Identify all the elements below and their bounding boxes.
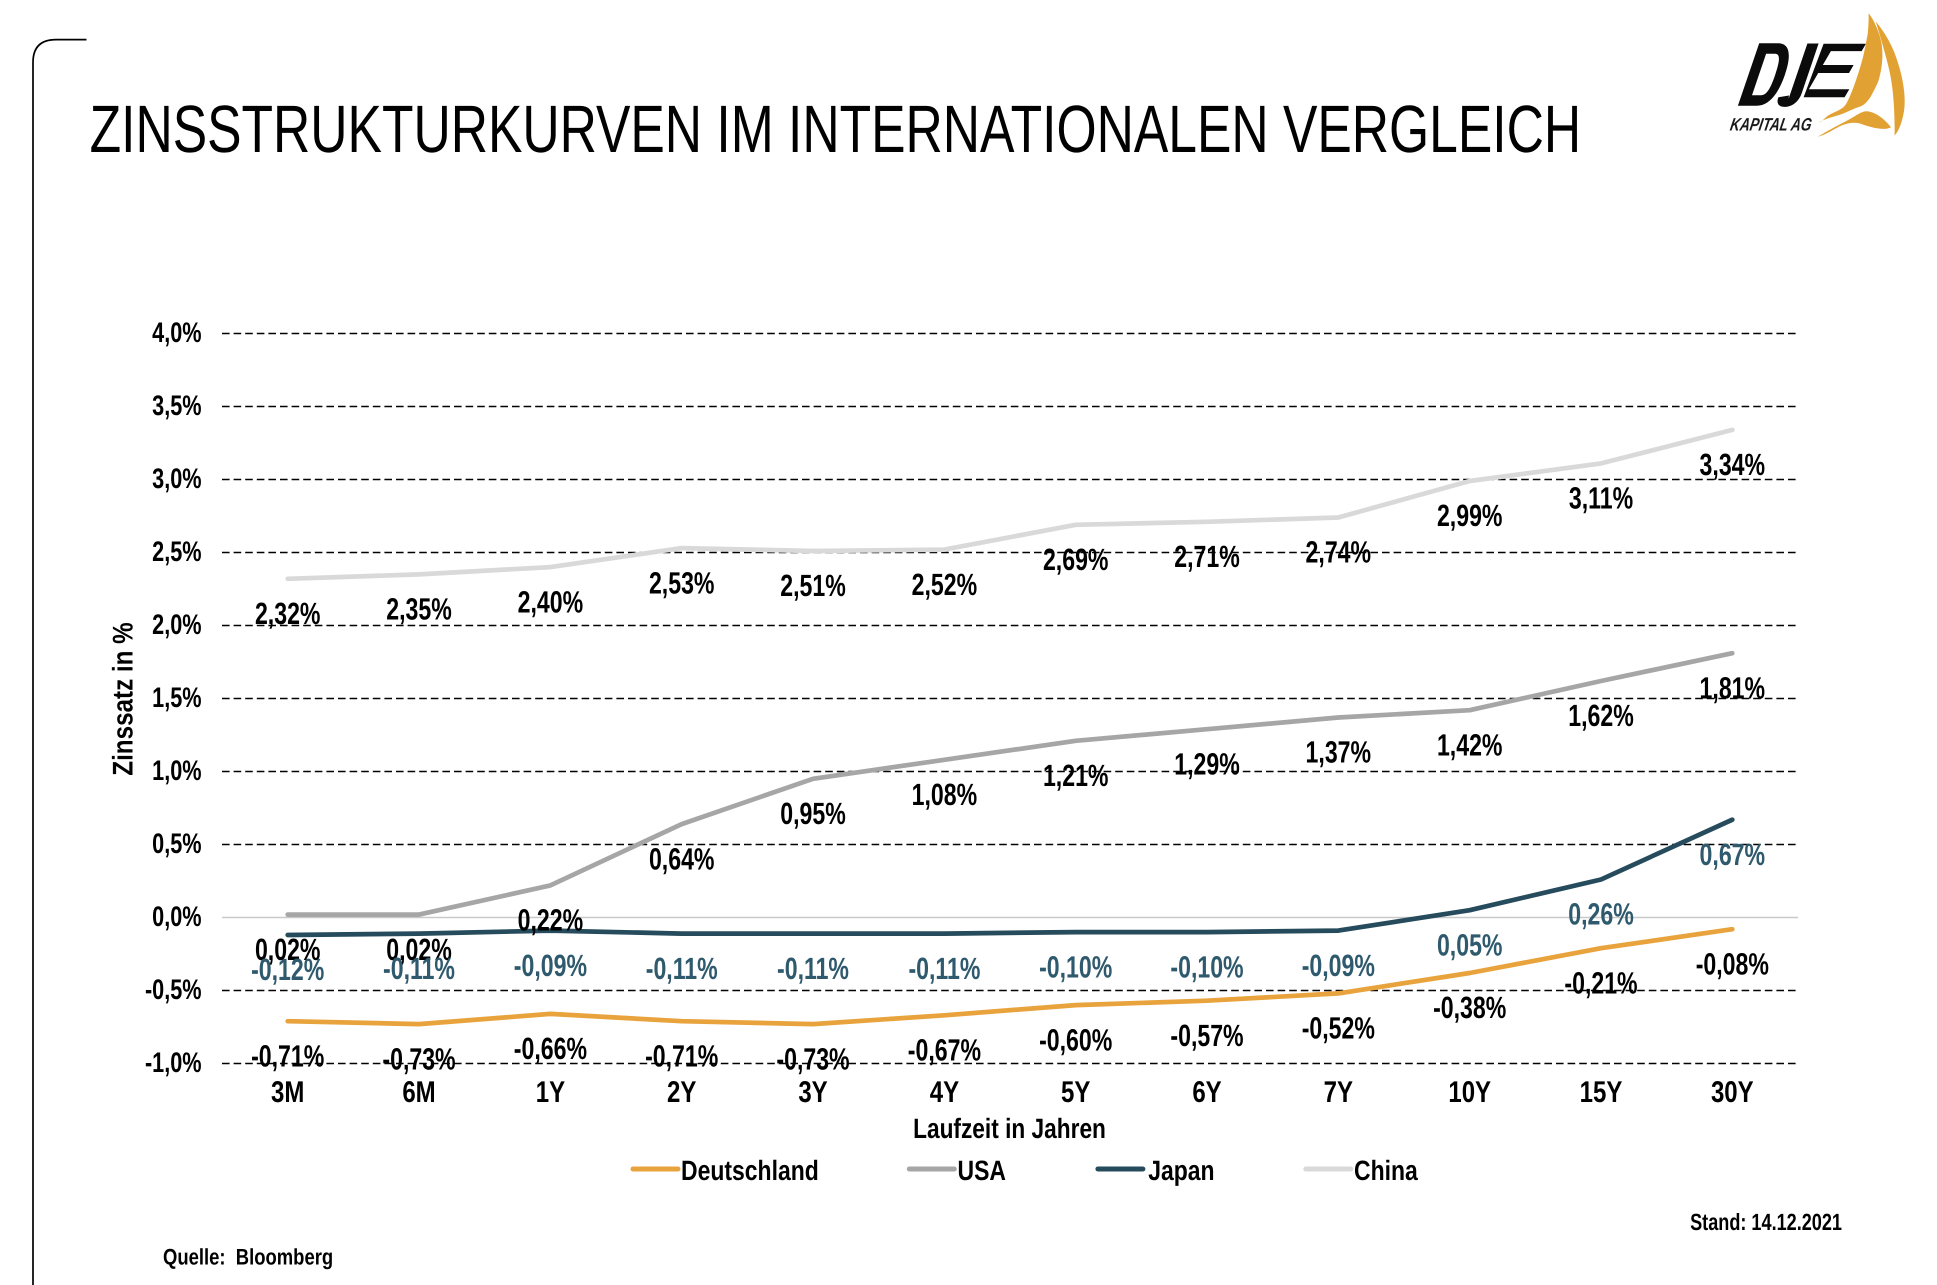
- svg-text:1,62%: 1,62%: [1568, 698, 1633, 733]
- svg-text:Laufzeit in Jahren: Laufzeit in Jahren: [913, 1113, 1106, 1144]
- svg-text:Quelle: Bloomberg: Quelle: Bloomberg: [163, 1245, 333, 1270]
- svg-text:-0,60%: -0,60%: [1039, 1022, 1112, 1057]
- svg-text:-0,71%: -0,71%: [251, 1038, 324, 1073]
- svg-text:3,0%: 3,0%: [152, 462, 201, 494]
- svg-text:-0,71%: -0,71%: [645, 1038, 718, 1073]
- svg-text:-0,57%: -0,57%: [1170, 1018, 1243, 1053]
- svg-text:USA: USA: [958, 1155, 1006, 1186]
- svg-text:0,05%: 0,05%: [1437, 927, 1502, 962]
- svg-text:6M: 6M: [402, 1076, 435, 1109]
- svg-text:Stand: 14.12.2021: Stand: 14.12.2021: [1690, 1209, 1842, 1235]
- svg-text:1,81%: 1,81%: [1700, 670, 1765, 705]
- svg-text:3,11%: 3,11%: [1569, 481, 1633, 516]
- svg-text:3,34%: 3,34%: [1700, 447, 1765, 482]
- svg-text:-0,21%: -0,21%: [1564, 965, 1637, 1000]
- svg-text:0,64%: 0,64%: [649, 841, 714, 876]
- svg-text:7Y: 7Y: [1324, 1076, 1353, 1109]
- svg-text:2,52%: 2,52%: [912, 567, 977, 602]
- svg-text:0,67%: 0,67%: [1700, 837, 1765, 872]
- svg-text:4Y: 4Y: [930, 1076, 959, 1109]
- svg-text:-0,11%: -0,11%: [646, 951, 718, 986]
- svg-text:-0,10%: -0,10%: [1039, 949, 1112, 984]
- svg-text:-0,73%: -0,73%: [382, 1041, 455, 1076]
- svg-text:-0,73%: -0,73%: [776, 1041, 849, 1076]
- svg-text:0,5%: 0,5%: [152, 827, 201, 859]
- svg-text:2,40%: 2,40%: [518, 584, 583, 619]
- svg-text:2,35%: 2,35%: [386, 592, 451, 627]
- svg-text:-0,12%: -0,12%: [251, 952, 324, 987]
- svg-text:2,99%: 2,99%: [1437, 498, 1502, 533]
- svg-text:1,0%: 1,0%: [152, 754, 201, 786]
- svg-text:-0,38%: -0,38%: [1433, 990, 1506, 1025]
- svg-text:3,5%: 3,5%: [152, 389, 201, 421]
- svg-text:2,71%: 2,71%: [1174, 539, 1239, 574]
- svg-text:1,21%: 1,21%: [1043, 758, 1108, 793]
- svg-text:1,08%: 1,08%: [912, 777, 977, 812]
- svg-text:-0,09%: -0,09%: [514, 948, 587, 983]
- svg-text:KAPITAL AG: KAPITAL AG: [1729, 115, 1814, 135]
- svg-text:-0,09%: -0,09%: [1302, 948, 1375, 983]
- svg-text:-1,0%: -1,0%: [145, 1046, 202, 1078]
- svg-text:0,26%: 0,26%: [1568, 897, 1633, 932]
- svg-text:-0,52%: -0,52%: [1302, 1011, 1375, 1046]
- svg-text:1,42%: 1,42%: [1437, 727, 1502, 762]
- svg-text:Deutschland: Deutschland: [681, 1155, 819, 1186]
- svg-text:-0,08%: -0,08%: [1696, 946, 1769, 981]
- svg-text:2,53%: 2,53%: [649, 565, 714, 600]
- svg-text:30Y: 30Y: [1711, 1076, 1754, 1109]
- svg-text:6Y: 6Y: [1192, 1076, 1221, 1109]
- svg-text:1,29%: 1,29%: [1174, 746, 1239, 781]
- svg-text:1,5%: 1,5%: [152, 681, 201, 713]
- svg-text:ZINSSTRUKTURKURVEN IM INTERNAT: ZINSSTRUKTURKURVEN IM INTERNATIONALEN VE…: [90, 92, 1582, 167]
- svg-text:2,32%: 2,32%: [255, 596, 320, 631]
- svg-text:-0,67%: -0,67%: [908, 1033, 981, 1068]
- svg-text:3M: 3M: [271, 1076, 304, 1109]
- svg-text:0,02%: 0,02%: [386, 932, 451, 967]
- svg-text:-0,11%: -0,11%: [908, 951, 980, 986]
- svg-text:-0,11%: -0,11%: [777, 951, 849, 986]
- svg-text:2Y: 2Y: [667, 1076, 696, 1109]
- svg-text:2,74%: 2,74%: [1306, 535, 1371, 570]
- svg-text:15Y: 15Y: [1580, 1076, 1623, 1109]
- svg-text:2,69%: 2,69%: [1043, 542, 1108, 577]
- svg-text:0,95%: 0,95%: [780, 796, 845, 831]
- svg-text:1Y: 1Y: [536, 1076, 565, 1109]
- svg-text:Japan: Japan: [1148, 1155, 1214, 1186]
- svg-text:3Y: 3Y: [798, 1076, 827, 1109]
- svg-text:4,0%: 4,0%: [152, 316, 201, 348]
- svg-text:0,22%: 0,22%: [518, 903, 583, 938]
- svg-text:0,0%: 0,0%: [152, 900, 201, 932]
- svg-text:2,0%: 2,0%: [152, 608, 201, 640]
- svg-text:-0,11%: -0,11%: [383, 951, 455, 986]
- svg-text:1,37%: 1,37%: [1306, 735, 1371, 770]
- svg-text:5Y: 5Y: [1061, 1076, 1090, 1109]
- svg-text:-0,66%: -0,66%: [514, 1031, 587, 1066]
- svg-text:-0,10%: -0,10%: [1170, 949, 1243, 984]
- svg-text:China: China: [1354, 1155, 1418, 1186]
- svg-text:-0,5%: -0,5%: [145, 973, 202, 1005]
- svg-text:2,5%: 2,5%: [152, 535, 201, 567]
- svg-text:2,51%: 2,51%: [780, 568, 845, 603]
- svg-text:10Y: 10Y: [1448, 1076, 1491, 1109]
- svg-text:0,02%: 0,02%: [255, 932, 320, 967]
- svg-text:Zinssatz in %: Zinssatz in %: [108, 622, 140, 775]
